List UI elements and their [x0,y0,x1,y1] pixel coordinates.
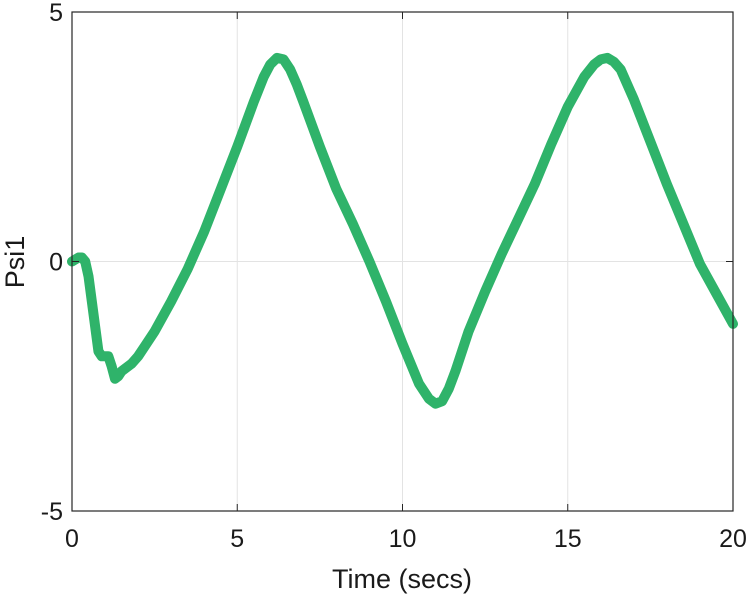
tick-labels: 0 5 10 15 20-505 [41,0,747,553]
series-line-psi1 [67,52,738,409]
x-tick-label: 5 [230,525,244,553]
x-tick-label: 10 [389,525,417,553]
grid-lines [72,12,733,511]
y-tick-label: 5 [49,0,63,27]
axis-ticks [71,11,734,512]
x-tick-label: 20 [719,525,747,553]
x-tick-label: 0 [65,525,79,553]
y-axis-label: Psi1 [0,236,30,289]
y-tick-label: -5 [41,498,63,526]
x-tick-label: 15 [554,525,582,553]
x-axis-label: Time (secs) [332,564,472,594]
y-tick-label: 0 [49,249,63,277]
